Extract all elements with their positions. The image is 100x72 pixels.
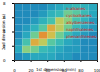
svg-text:n-alkanes: n-alkanes [66,6,85,11]
svg-text:100: 100 [94,68,100,72]
svg-text:0: 0 [3,58,6,63]
svg-text:8: 8 [3,1,6,6]
svg-text:2nd dimension (s): 2nd dimension (s) [1,14,6,51]
svg-text:80: 80 [78,68,84,72]
svg-text:alkylbenzenes: alkylbenzenes [66,20,94,25]
svg-text:cycloalkanes: cycloalkanes [66,13,92,18]
svg-text:20: 20 [29,68,35,72]
svg-text:0: 0 [13,68,16,72]
svg-text:1st dimension (min): 1st dimension (min) [36,67,77,72]
svg-text:phenanthrenes: phenanthrenes [66,34,96,39]
svg-text:naphthalenes: naphthalenes [66,27,93,32]
